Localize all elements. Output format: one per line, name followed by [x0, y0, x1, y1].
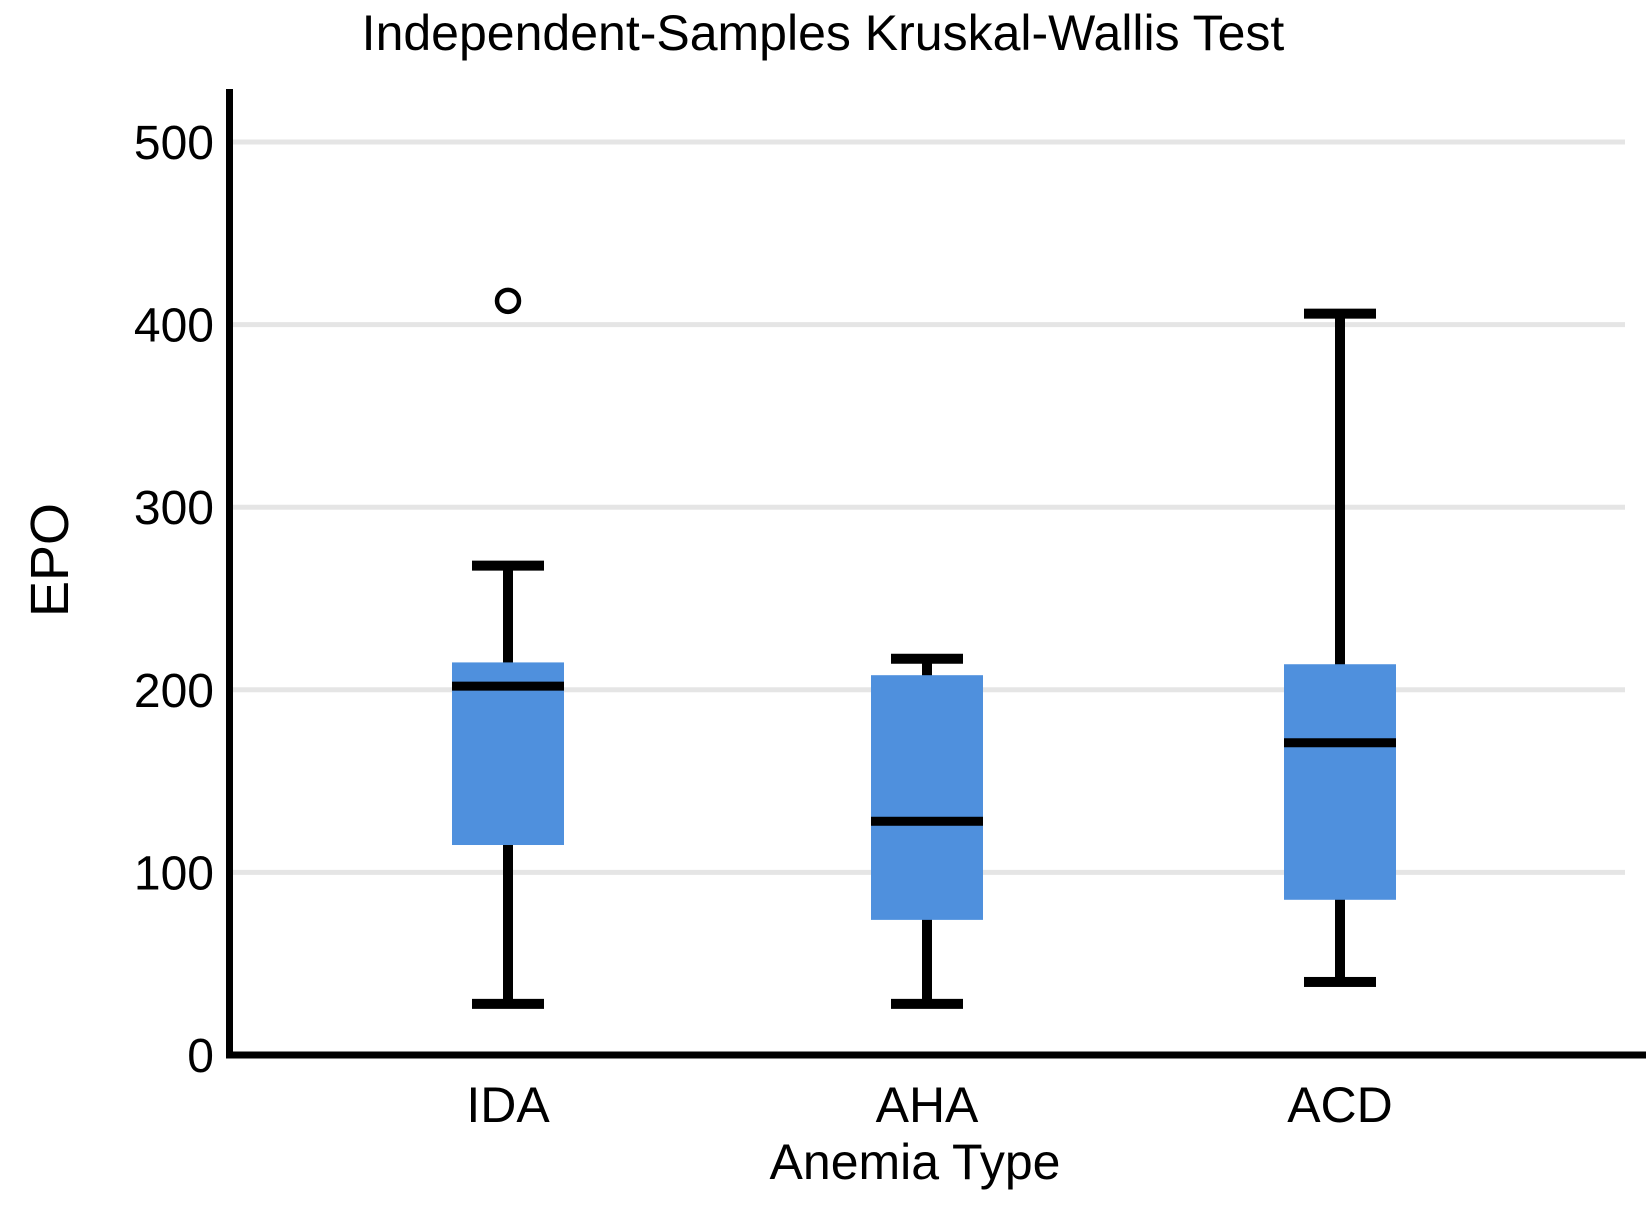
x-category-label-AHA: AHA	[876, 1077, 979, 1133]
whisker-cap-lower-IDA	[472, 998, 544, 1009]
box-AHA	[871, 675, 983, 920]
whisker-cap-upper-AHA	[891, 653, 963, 664]
y-tick-label-0: 0	[187, 1030, 214, 1083]
chart-title: Independent-Samples Kruskal-Wallis Test	[361, 5, 1285, 61]
y-tick-label-200: 200	[134, 665, 214, 718]
y-axis-line	[226, 89, 233, 1059]
whisker-cap-upper-ACD	[1304, 308, 1376, 319]
whisker-line-ACD	[1335, 313, 1345, 982]
whisker-cap-lower-ACD	[1304, 976, 1376, 987]
median-line-AHA	[871, 816, 983, 826]
box-IDA	[452, 662, 564, 846]
y-tick-label-100: 100	[134, 847, 214, 900]
y-tick-label-300: 300	[134, 482, 214, 535]
whisker-cap-lower-AHA	[891, 998, 963, 1009]
x-category-label-IDA: IDA	[466, 1077, 550, 1133]
x-axis-title: Anemia Type	[769, 1134, 1061, 1190]
x-axis-line	[226, 1051, 1646, 1059]
outlier-IDA	[494, 287, 522, 315]
y-tick-label-400: 400	[134, 300, 214, 353]
median-line-IDA	[452, 681, 564, 691]
y-tick-label-500: 500	[134, 117, 214, 170]
median-line-ACD	[1284, 738, 1396, 748]
x-category-label-ACD: ACD	[1287, 1077, 1393, 1133]
whisker-cap-upper-IDA	[472, 560, 544, 571]
box-ACD	[1284, 664, 1396, 900]
